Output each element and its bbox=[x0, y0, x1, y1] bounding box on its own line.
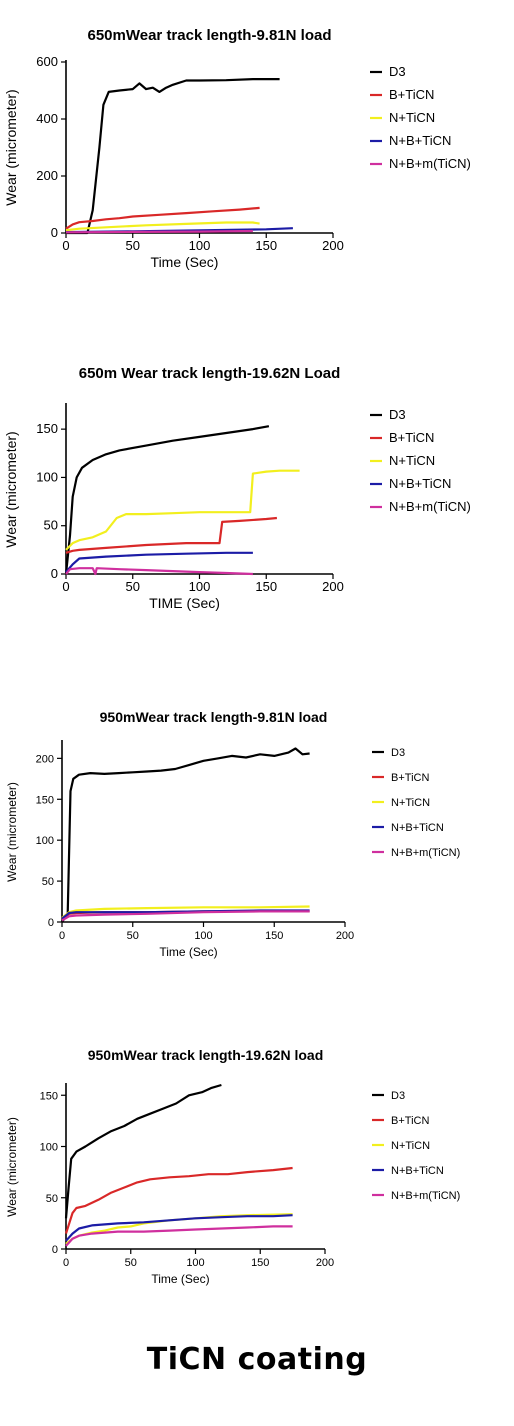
y-tick-label: 200 bbox=[36, 168, 58, 183]
legend-label: B+TiCN bbox=[391, 1115, 429, 1127]
legend-label: N+B+TiCN bbox=[389, 133, 451, 148]
x-axis-label: TIME (Sec) bbox=[149, 595, 220, 611]
legend-label: N+B+m(TiCN) bbox=[389, 156, 471, 171]
legend-label: B+TiCN bbox=[389, 87, 434, 102]
x-axis-label: Time (Sec) bbox=[151, 1272, 209, 1286]
y-tick-label: 0 bbox=[52, 1244, 58, 1256]
legend-label: D3 bbox=[391, 747, 405, 759]
x-tick-label: 150 bbox=[255, 579, 277, 594]
y-tick-label: 50 bbox=[46, 1193, 58, 1205]
y-tick-label: 400 bbox=[36, 111, 58, 126]
series-line-b-ticn bbox=[64, 1166, 293, 1234]
series-line-n-b-m-ticn- bbox=[65, 1225, 293, 1247]
series-line-d3 bbox=[61, 747, 310, 923]
x-tick-label: 100 bbox=[189, 579, 211, 594]
legend-label: N+B+m(TiCN) bbox=[389, 499, 471, 514]
legend-label: D3 bbox=[389, 64, 406, 79]
chart-svg: 650m Wear track length-19.62N Load 0 50 100… bbox=[3, 365, 471, 611]
x-tick-label: 100 bbox=[194, 930, 212, 942]
x-tick-label: 100 bbox=[186, 1257, 204, 1269]
x-tick-label: 50 bbox=[127, 930, 139, 942]
chart-title: 950mWear track length-19.62N load bbox=[88, 1047, 324, 1063]
legend-label: N+B+TiCN bbox=[391, 822, 444, 834]
x-tick-label: 100 bbox=[189, 238, 211, 253]
x-axis-label: Time (Sec) bbox=[151, 254, 219, 270]
x-tick-label: 50 bbox=[125, 1257, 137, 1269]
chart-svg: 950mWear track length-9.81N load 0 50 100 15… bbox=[5, 709, 460, 959]
x-tick-label: 200 bbox=[322, 238, 344, 253]
y-tick-label: 50 bbox=[42, 876, 54, 888]
page-caption: TiCN coating bbox=[146, 1342, 368, 1377]
x-tick-label: 200 bbox=[336, 930, 354, 942]
legend-label: N+TiCN bbox=[389, 110, 435, 125]
x-tick-label: 200 bbox=[322, 579, 344, 594]
series-line-b-ticn bbox=[65, 516, 278, 554]
series-line-n-ticn bbox=[65, 469, 300, 551]
y-axis-label: Wear (micrometer) bbox=[3, 89, 19, 205]
x-tick-label: 200 bbox=[316, 1257, 334, 1269]
series-line-n-b-ticn bbox=[65, 1214, 293, 1242]
y-tick-label: 600 bbox=[36, 54, 58, 69]
y-tick-label: 150 bbox=[36, 794, 54, 806]
y-tick-label: 150 bbox=[40, 1090, 58, 1102]
legend-label: B+TiCN bbox=[389, 430, 434, 445]
chart-panel-4: 950mWear track length-19.62N load 0 50 100 1… bbox=[0, 1025, 514, 1345]
x-tick-label: 150 bbox=[255, 238, 277, 253]
chart-title: 650m Wear track length-19.62N Load bbox=[79, 365, 341, 382]
legend-label: N+TiCN bbox=[391, 797, 430, 809]
chart-title: 650mWear track length-9.81N load bbox=[88, 27, 332, 44]
series-line-d3 bbox=[64, 1083, 222, 1219]
legend-label: N+TiCN bbox=[391, 1140, 430, 1152]
series-line-n-ticn bbox=[65, 221, 260, 232]
series-line-n-b-m-ticn- bbox=[61, 910, 310, 922]
x-tick-label: 0 bbox=[63, 1257, 69, 1269]
y-tick-label: 0 bbox=[51, 566, 58, 581]
x-tick-label: 0 bbox=[59, 930, 65, 942]
legend-label: B+TiCN bbox=[391, 772, 429, 784]
x-tick-label: 0 bbox=[62, 579, 69, 594]
legend-label: N+B+m(TiCN) bbox=[391, 1190, 460, 1202]
y-tick-label: 100 bbox=[40, 1142, 58, 1154]
legend-label: N+B+m(TiCN) bbox=[391, 847, 460, 859]
series-line-d3 bbox=[64, 425, 270, 575]
chart-svg: 650mWear track length-9.81N load 0 50 100 15… bbox=[3, 27, 471, 270]
y-axis-label: Wear (micrometer) bbox=[3, 431, 19, 547]
legend-label: N+TiCN bbox=[389, 453, 435, 468]
series-line-b-ticn bbox=[65, 206, 260, 230]
chart-panel-3: 950mWear track length-9.81N load 0 50 100 15… bbox=[0, 685, 514, 1005]
chart-panel-2: 650m Wear track length-19.62N Load 0 50 100… bbox=[0, 345, 514, 665]
x-tick-label: 0 bbox=[62, 238, 69, 253]
y-tick-label: 200 bbox=[36, 753, 54, 765]
x-tick-label: 150 bbox=[251, 1257, 269, 1269]
y-axis-label: Wear (micrometer) bbox=[5, 782, 19, 882]
x-tick-label: 50 bbox=[126, 238, 140, 253]
chart-svg: 950mWear track length-19.62N load 0 50 100 1… bbox=[5, 1047, 460, 1286]
series-line-n-b-m-ticn- bbox=[65, 229, 253, 234]
series-line-n-b-m-ticn- bbox=[65, 567, 253, 576]
legend-label: N+B+TiCN bbox=[389, 476, 451, 491]
chart-panel-1: 650mWear track length-9.81N load 0 50 100 15… bbox=[0, 0, 514, 320]
series-line-n-b-ticn bbox=[65, 551, 253, 573]
y-tick-label: 100 bbox=[36, 835, 54, 847]
legend-label: D3 bbox=[389, 407, 406, 422]
chart-title: 950mWear track length-9.81N load bbox=[100, 709, 328, 725]
y-tick-label: 0 bbox=[51, 225, 58, 240]
x-axis-label: Time (Sec) bbox=[159, 945, 217, 959]
y-tick-label: 150 bbox=[36, 421, 58, 436]
legend-label: N+B+TiCN bbox=[391, 1165, 444, 1177]
x-tick-label: 50 bbox=[126, 579, 140, 594]
y-tick-label: 100 bbox=[36, 469, 58, 484]
series-line-d3 bbox=[66, 77, 280, 235]
y-axis-label: Wear (micrometer) bbox=[5, 1117, 19, 1217]
y-tick-label: 50 bbox=[44, 518, 58, 533]
y-tick-label: 0 bbox=[48, 917, 54, 929]
legend-label: D3 bbox=[391, 1090, 405, 1102]
x-tick-label: 150 bbox=[265, 930, 283, 942]
